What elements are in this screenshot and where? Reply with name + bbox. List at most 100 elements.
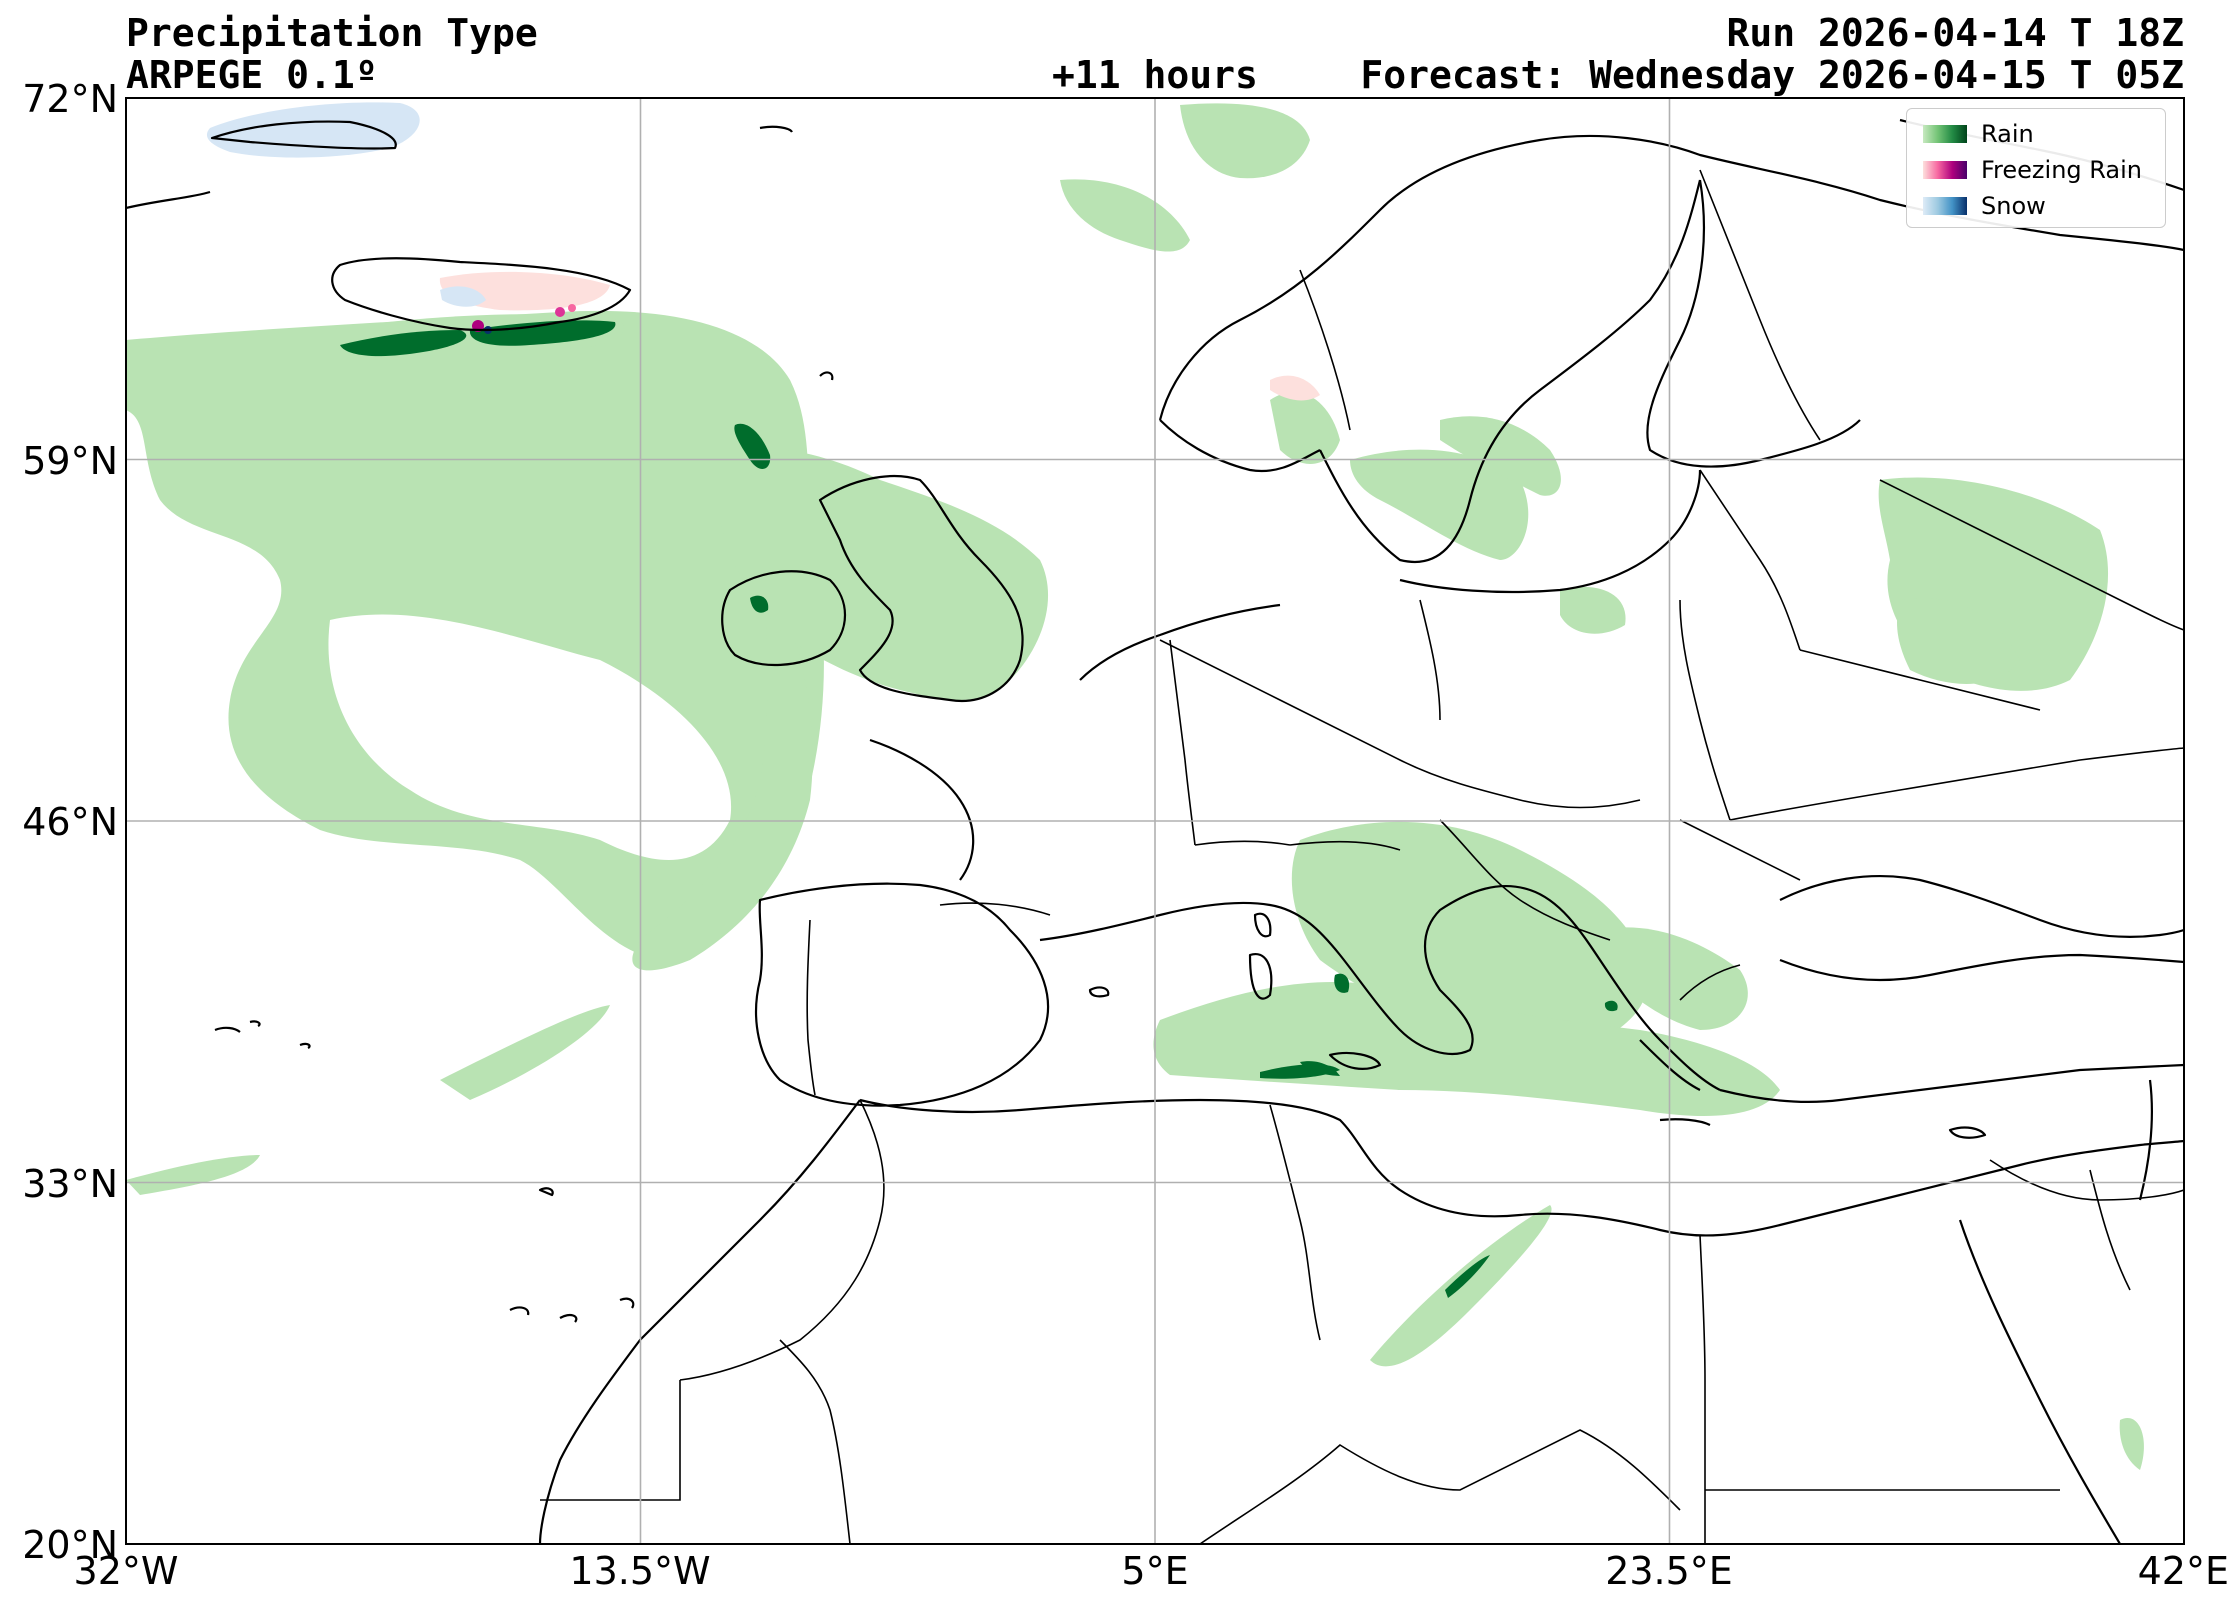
rain-area-norwegian-sea — [1060, 179, 1190, 252]
coast-sicily — [1328, 1051, 1382, 1070]
border-libya-egypt — [1699, 1234, 1706, 1544]
border-mauritania — [540, 1380, 681, 1501]
legend: Rain Freezing Rain Snow — [1906, 108, 2166, 228]
border-poland-east — [1679, 599, 1731, 821]
rain-area-baltic — [1350, 449, 1529, 560]
rain-area-poland — [1560, 586, 1626, 634]
rain-area-ukraine — [1897, 598, 2020, 684]
border-balkans — [1439, 819, 1611, 941]
coast-iberia — [754, 882, 1050, 1107]
border-france-germany — [1169, 639, 1196, 846]
coast-black-sea — [1779, 875, 2184, 938]
coast-baltic-south — [1399, 469, 1702, 594]
coast-levant — [2138, 1079, 2154, 1201]
rain-area-italy-med — [1153, 981, 1780, 1116]
coast-british-isles — [818, 474, 1024, 703]
snow-area-iceland — [440, 286, 486, 307]
rain-area-sweden — [1440, 416, 1561, 496]
rain-area-greece — [1600, 927, 1748, 1030]
lon-tick-13-5w: 13.5°W — [569, 1549, 711, 1593]
border-turkey — [1679, 964, 1741, 1001]
legend-label-freezing-rain: Freezing Rain — [1981, 156, 2143, 184]
border-ukraine — [1729, 747, 2184, 821]
border-romania — [1679, 819, 1801, 881]
coast-greenland-south — [126, 190, 211, 210]
border-mali-niger — [1199, 1429, 1681, 1544]
map-frame — [125, 97, 2185, 1545]
lat-tick-59: 59°N — [22, 439, 118, 483]
coast-crete — [1659, 1118, 1711, 1127]
freezing-rain-iceland-spot-3 — [568, 304, 576, 312]
border-sahara — [779, 1339, 851, 1544]
model-label: ARPEGE 0.1º — [126, 53, 378, 97]
legend-swatch-snow — [1923, 197, 1967, 215]
freezing-rain-scandinavia-light — [1270, 375, 1320, 401]
coast-canaries — [509, 1297, 635, 1323]
heavy-rain-iceland-south — [340, 330, 467, 357]
heavy-rain-libya — [1445, 1255, 1490, 1298]
coast-france-west — [869, 738, 975, 881]
map-title: Precipitation Type — [126, 11, 538, 55]
coast-red-sea — [1958, 1219, 2121, 1544]
forecast-valid-label: Forecast: Wednesday 2026-04-15 T 05Z — [1360, 53, 2184, 97]
coast-balearics — [1088, 986, 1110, 998]
legend-entry-rain: Rain — [1923, 120, 2034, 148]
border-france-spain — [939, 902, 1051, 916]
heavy-rain-sardinia — [1334, 973, 1350, 993]
heavy-rain-areas — [340, 320, 1618, 1298]
legend-label-rain: Rain — [1981, 120, 2034, 148]
coast-turkey-south — [1719, 1063, 2184, 1104]
snow-areas — [206, 102, 492, 334]
border-middle-east — [2089, 1169, 2131, 1291]
legend-label-snow: Snow — [1981, 192, 2046, 220]
heavy-rain-faroes — [734, 423, 771, 470]
heavy-rain-greece — [1604, 1000, 1618, 1012]
lon-tick-42e: 42°E — [2137, 1549, 2229, 1593]
border-belarus — [1799, 649, 2041, 711]
border-scandinavia — [1299, 269, 1351, 431]
coast-med-north — [1039, 885, 1721, 1091]
freezing-rain-iceland-spot-2 — [555, 307, 565, 317]
rain-area-uk-ireland — [720, 447, 1049, 700]
coast-svalbard — [759, 125, 793, 133]
legend-swatch-freezing-rain — [1923, 161, 1967, 179]
coast-cyprus — [1948, 1126, 1987, 1139]
rain-area-atlantic-se — [440, 1005, 610, 1100]
legend-swatch-rain — [1923, 125, 1967, 143]
legend-entry-snow: Snow — [1923, 192, 2046, 220]
lat-tick-20: 20°N — [22, 1523, 118, 1567]
border-central-europe — [1159, 639, 1641, 809]
heavy-rain-iceland-south-2 — [469, 320, 616, 346]
border-arabia — [1989, 1159, 2184, 1201]
border-algeria-tunisia — [1269, 1104, 1321, 1341]
coast-morocco-atlantic — [538, 1099, 861, 1544]
coast-scandinavia — [1158, 134, 2184, 421]
coast-sardinia — [1248, 952, 1273, 1000]
legend-entry-freezing-rain: Freezing Rain — [1923, 156, 2143, 184]
rain-area-atlantic-sw — [126, 1155, 260, 1195]
lat-tick-72: 72°N — [22, 77, 118, 121]
border-russia-baltics — [1699, 469, 1801, 651]
coast-finland — [1646, 179, 1861, 468]
coast-madeira — [538, 1187, 554, 1197]
border-spain-portugal — [806, 919, 816, 1096]
rain-area-atlantic-band — [632, 560, 813, 971]
coast-black-sea-south — [1779, 953, 2184, 982]
border-eastern — [1879, 479, 2184, 631]
lat-tick-33: 33°N — [22, 1162, 118, 1206]
lon-tick-5e: 5°E — [1121, 1549, 1189, 1593]
coast-sweden-east — [1319, 179, 1702, 563]
coast-france-north — [1079, 603, 1281, 681]
coast-north-africa — [859, 1098, 2184, 1237]
coast-greenland — [210, 120, 397, 150]
rain-area-atlantic-inner — [328, 614, 732, 860]
rain-areas — [126, 103, 2144, 1470]
lat-tick-46: 46°N — [22, 800, 118, 844]
rain-area-scandinavia — [1270, 392, 1340, 464]
lon-tick-32w: 32°W — [73, 1549, 179, 1593]
coast-norway-south — [1159, 419, 1321, 473]
rain-area-north-atlantic-top — [1180, 103, 1310, 179]
heavy-rain-sicily-coast — [1300, 1061, 1340, 1076]
border-finland-russia — [1699, 169, 1821, 441]
